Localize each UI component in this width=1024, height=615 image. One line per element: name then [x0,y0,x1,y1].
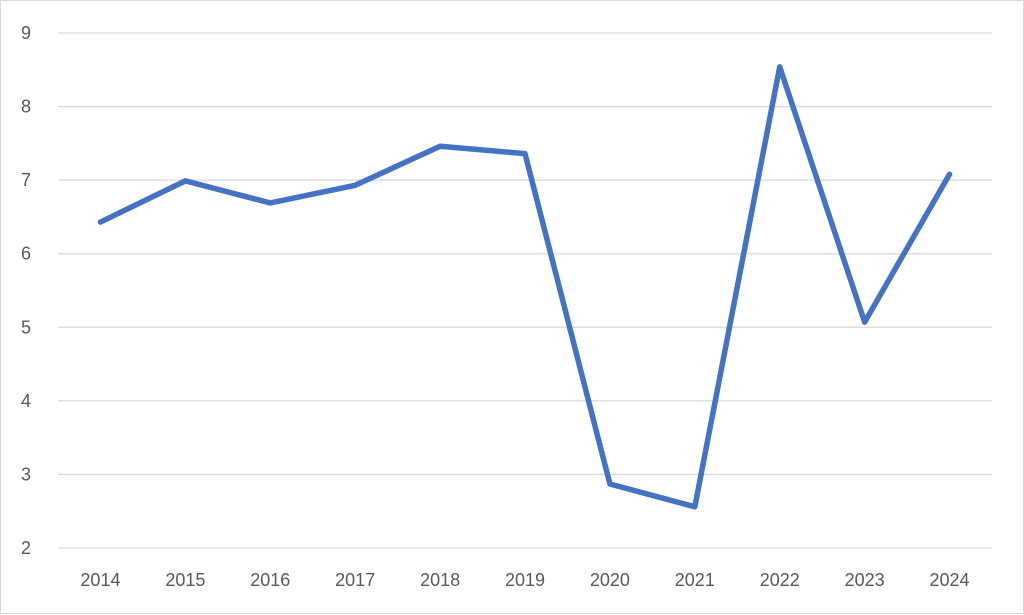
y-tick-label: 4 [21,391,31,411]
y-tick-label: 5 [21,317,31,337]
data-point [692,504,698,510]
data-point [607,481,613,487]
x-tick-label: 2018 [420,570,460,590]
data-point [97,219,103,225]
x-tick-label: 2019 [505,570,545,590]
y-tick-label: 3 [21,464,31,484]
x-tick-label: 2023 [845,570,885,590]
data-point [947,171,953,177]
x-tick-label: 2014 [80,570,120,590]
y-tick-label: 9 [21,23,31,43]
data-point [862,319,868,325]
y-tick-label: 7 [21,170,31,190]
data-point [437,143,443,149]
y-tick-label: 8 [21,97,31,117]
x-tick-label: 2017 [335,570,375,590]
data-point [522,151,528,157]
x-tick-label: 2021 [675,570,715,590]
y-tick-label: 2 [21,538,31,558]
data-point [352,182,358,188]
series-line [97,64,953,510]
x-tick-label: 2016 [250,570,290,590]
x-tick-label: 2022 [760,570,800,590]
data-point [267,200,273,206]
x-tick-label: 2015 [165,570,205,590]
x-tick-label: 2020 [590,570,630,590]
data-point [182,178,188,184]
x-tick-label: 2024 [930,570,970,590]
y-tick-label: 6 [21,244,31,264]
data-point [777,64,783,70]
